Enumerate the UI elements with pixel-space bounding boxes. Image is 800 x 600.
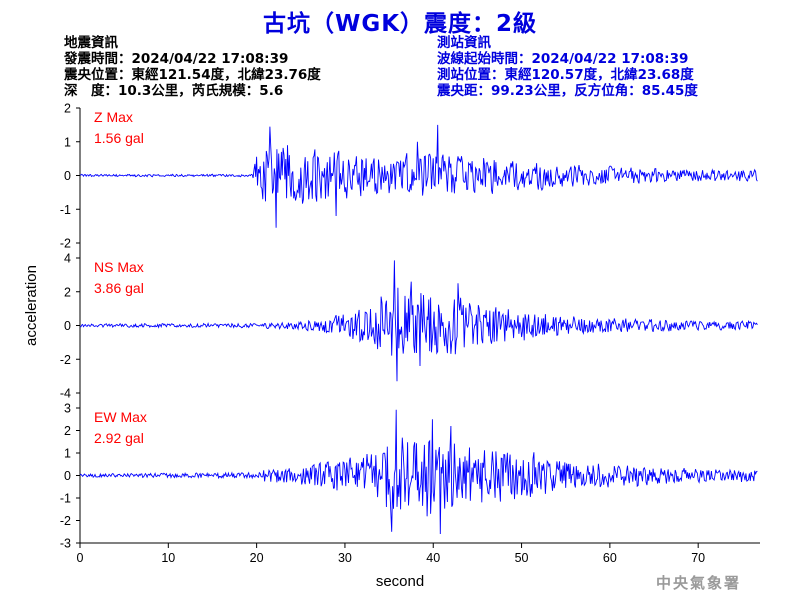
agency-watermark: 中央氣象署: [656, 574, 742, 592]
panel-ns: -4 -2 0 2 4 NS Max 3.86 gal: [60, 252, 758, 401]
y-tick-label: 4: [64, 252, 71, 266]
station-location: 測站位置：東經120.57度，北緯23.68度: [437, 67, 694, 83]
max-label: NS Max: [94, 259, 144, 275]
x-tick-label: 70: [691, 551, 705, 565]
x-tick-label: 0: [77, 551, 84, 565]
y-tick-label: 0: [64, 469, 71, 483]
panel-ew: -3 -2 -1 0 1 2 3 EW Max 2.92 gal: [60, 402, 758, 551]
x-tick-label: 10: [161, 551, 175, 565]
x-tick-label: 50: [515, 551, 529, 565]
y-tick-label: 2: [64, 285, 71, 299]
waveform-z: [80, 124, 758, 228]
distance-azimuth: 震央距：99.23公里，反方位角：85.45度: [437, 83, 698, 99]
y-tick-label: -2: [60, 514, 71, 528]
waveform-ns: [79, 260, 758, 382]
wave-start-time: 波線起始時間：2024/04/22 17:08:39: [437, 51, 689, 67]
station-info-heading: 測站資訊: [437, 35, 491, 51]
max-value: 3.86 gal: [94, 280, 144, 296]
x-tick-label: 30: [338, 551, 352, 565]
x-tick-label: 60: [603, 551, 617, 565]
origin-time: 發震時間：2024/04/22 17:08:39: [64, 51, 289, 67]
x-axis-label: second: [376, 573, 424, 590]
earthquake-info: 地震資訊 發震時間：2024/04/22 17:08:39 震央位置：東經121…: [64, 35, 321, 99]
earthquake-info-heading: 地震資訊: [64, 35, 118, 51]
y-tick-label: -1: [60, 492, 71, 506]
y-axis-label: acceleration: [23, 265, 40, 346]
epicenter-location: 震央位置：東經121.54度，北緯23.76度: [64, 67, 321, 83]
max-value: 2.92 gal: [94, 430, 144, 446]
depth-magnitude: 深 度：10.3公里，芮氏規模：5.6: [64, 83, 284, 99]
y-tick-label: 1: [64, 447, 71, 461]
max-label: Z Max: [94, 109, 133, 125]
y-tick-label: 2: [64, 424, 71, 438]
panel-z: -2 -1 0 1 2 Z Max 1.56 gal: [60, 102, 758, 251]
y-tick-label: 0: [64, 169, 71, 183]
y-tick-label: -2: [60, 353, 71, 367]
y-tick-label: 0: [64, 319, 71, 333]
station-info: 測站資訊 波線起始時間：2024/04/22 17:08:39 測站位置：東經1…: [437, 35, 698, 99]
y-tick-label: 1: [64, 135, 71, 149]
x-tick-label: 20: [250, 551, 264, 565]
page-title: 古坑（WGK）震度：2級: [262, 11, 538, 37]
max-label: EW Max: [94, 409, 147, 425]
y-tick-label: 3: [64, 402, 71, 416]
y-tick-label: 2: [64, 102, 71, 116]
max-value: 1.56 gal: [94, 130, 144, 146]
y-tick-label: -4: [60, 387, 71, 401]
y-tick-label: -1: [60, 203, 71, 217]
x-tick-label: 40: [426, 551, 440, 565]
y-tick-label: -2: [60, 237, 71, 251]
waveform-ew: [79, 409, 758, 535]
y-tick-label: -3: [60, 537, 71, 551]
